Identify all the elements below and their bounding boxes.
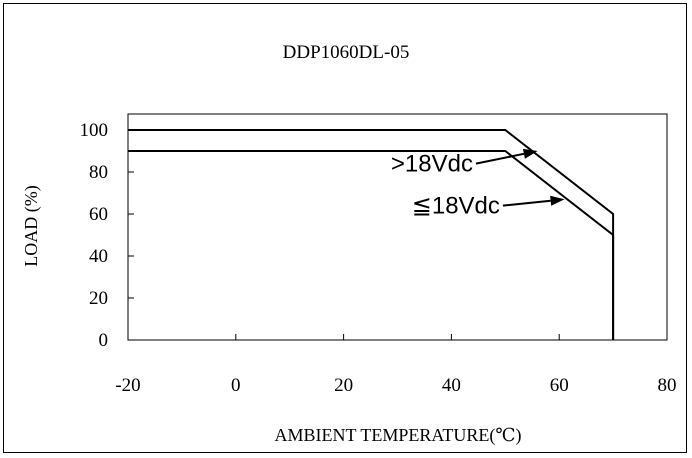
y-tick-label: 20 — [89, 288, 108, 309]
y-axis-label: LOAD (%) — [21, 185, 42, 266]
x-tick-label: 60 — [550, 375, 569, 396]
annotation-label: ≦18Vdc — [412, 193, 500, 220]
tick-label-group: -20 0 20 40 60 80 0 20 40 60 80 100 — [80, 120, 677, 396]
series-line-1 — [128, 150, 615, 340]
x-tick-label: 20 — [334, 375, 353, 396]
y-tick-label: 40 — [89, 246, 108, 267]
annotation-arrow — [502, 199, 551, 207]
x-axis-label: AMBIENT TEMPERATURE(℃) — [275, 425, 522, 446]
x-tick-label: 40 — [442, 375, 461, 396]
arrowhead — [522, 148, 538, 159]
arrowhead — [550, 195, 565, 206]
y-tick-label: 80 — [89, 162, 108, 183]
chart-frame — [3, 3, 687, 453]
x-tick-label: -20 — [115, 375, 140, 396]
annotation-arrow — [475, 152, 525, 165]
tick-group — [127, 129, 668, 341]
x-tick-label: 0 — [231, 375, 241, 396]
chart-title: DDP1060DL-05 — [283, 42, 410, 63]
annotation-label: >18Vdc — [391, 151, 473, 178]
annotation-group: >18Vdc ≦18Vdc — [391, 148, 565, 220]
x-tick-label: 80 — [658, 375, 677, 396]
y-tick-label: 0 — [99, 330, 109, 351]
series-line-0 — [128, 129, 615, 340]
y-tick-label: 100 — [80, 120, 109, 141]
y-tick-label: 60 — [89, 204, 108, 225]
series-group — [128, 129, 615, 340]
plot-area — [127, 113, 668, 341]
